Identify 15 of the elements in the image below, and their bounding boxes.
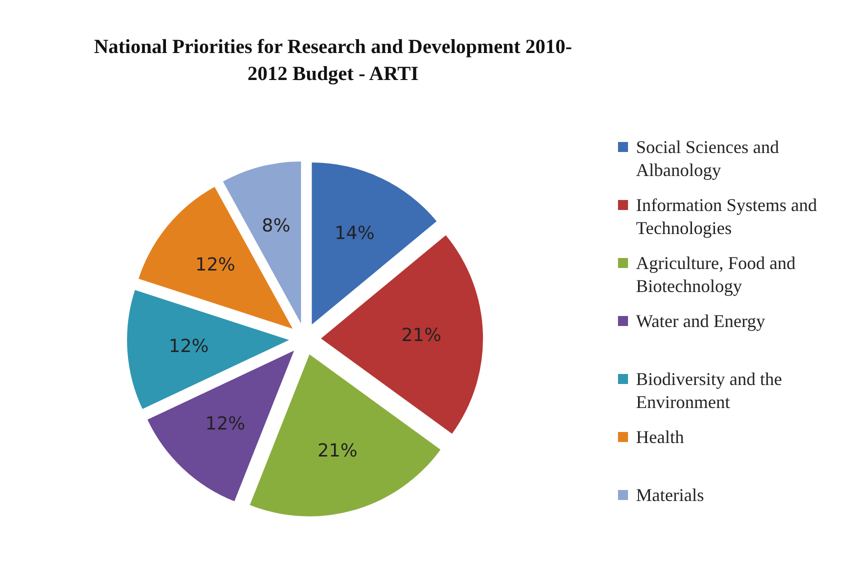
legend-label: Health (636, 426, 684, 449)
legend-label: Information Systems and Technologies (636, 194, 818, 240)
data-label: 21% (401, 324, 442, 346)
data-label: 12% (195, 254, 236, 276)
legend-label: Social Sciences and Albanology (636, 136, 780, 182)
data-label: 12% (168, 336, 209, 357)
data-label: 8% (262, 216, 290, 237)
data-label: 14% (334, 223, 375, 244)
legend-label: Biodiversity and the Environment (636, 368, 783, 414)
legend-label: Water and Energy (636, 310, 766, 333)
data-label: 21% (317, 440, 358, 462)
data-label: 12% (205, 413, 246, 434)
chart-title: National Priorities for Research and Development 2010-2012 Budget - ARTI (92, 35, 574, 87)
legend-label: Agriculture, Food and Biotechnology (636, 252, 796, 298)
legend-label: Materials (636, 484, 704, 507)
